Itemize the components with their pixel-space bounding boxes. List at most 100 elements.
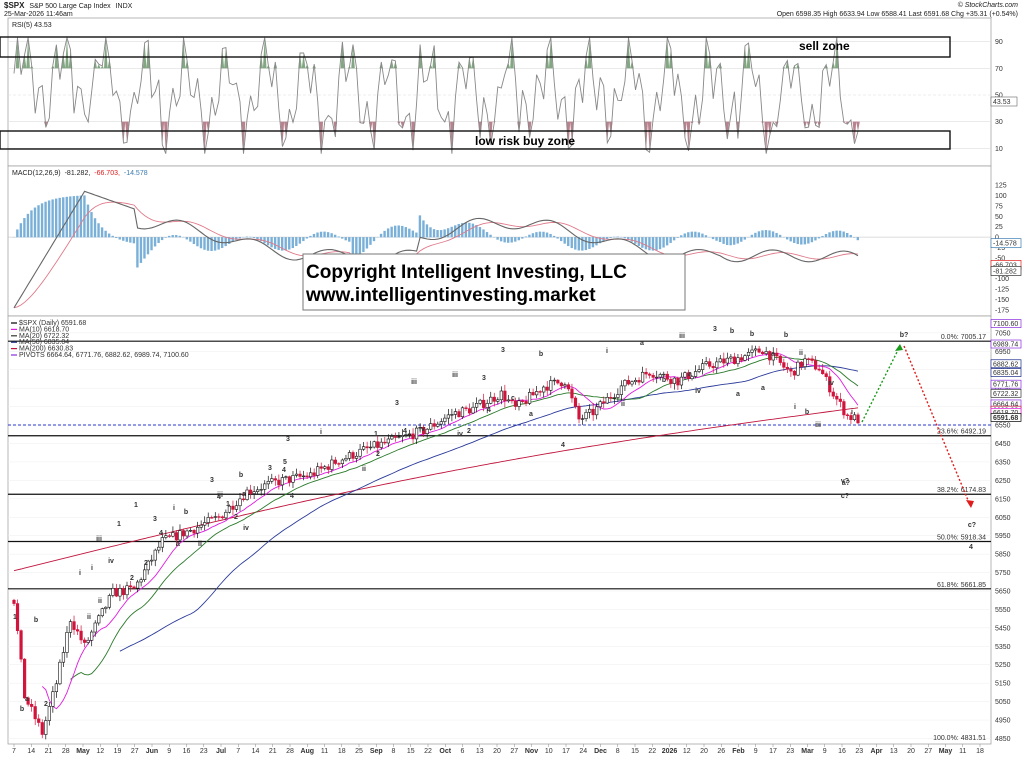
x-axis-label: 28: [286, 748, 294, 755]
wave-label: 3: [268, 465, 272, 472]
macd-histogram-bar: [605, 237, 609, 240]
wave-label: a: [529, 411, 533, 418]
wave-label: 4: [290, 493, 294, 500]
candle: [676, 377, 680, 386]
x-axis-label: 23: [855, 748, 863, 755]
candle: [835, 395, 839, 400]
macd-histogram-bar: [305, 237, 309, 239]
candle: [47, 706, 51, 721]
wave-label: i: [173, 505, 175, 512]
x-axis-label: Apr: [870, 748, 882, 755]
fib-label: 61.8%: 5661.85: [937, 582, 986, 589]
price-value-box: 6771.76: [993, 382, 1018, 389]
macd-histogram-bar: [415, 232, 418, 238]
macd-histogram-bar: [206, 237, 210, 251]
candle: [743, 355, 747, 361]
macd-value-box: -81.282: [993, 268, 1017, 275]
macd-tick: 0: [995, 235, 999, 242]
macd-histogram-bar: [680, 235, 683, 238]
candle: [397, 436, 401, 438]
macd-histogram-bar: [90, 212, 93, 238]
candle: [15, 603, 20, 631]
candle: [658, 374, 662, 378]
price-tick: 5050: [995, 699, 1011, 706]
macd-histogram-bar: [175, 235, 178, 238]
price-tick: 5550: [995, 607, 1011, 614]
wave-label: i: [794, 404, 796, 411]
price-tick: 4950: [995, 718, 1011, 725]
candle: [164, 535, 168, 538]
macd-panel: MACD(12,26,9) -81.282, -66.703, -14.578 …: [7, 165, 1022, 317]
candle: [40, 722, 44, 735]
wave-label: ii: [98, 598, 102, 605]
macd-histogram-bar: [733, 237, 736, 245]
candle: [146, 560, 150, 571]
wave-label: ii: [87, 614, 91, 621]
candle: [33, 706, 37, 720]
x-axis-label: 14: [252, 748, 260, 755]
macd-histogram-bar: [577, 237, 581, 251]
wave-label: a: [640, 340, 644, 347]
macd-histogram-bar: [853, 237, 856, 238]
macd-histogram-bar: [718, 237, 722, 242]
wave-label: 1: [134, 502, 138, 509]
wave-label: 2: [44, 701, 48, 708]
macd-histogram-bar: [291, 237, 294, 249]
macd-histogram-bar: [213, 237, 217, 251]
ma10-line: [41, 352, 859, 710]
macd-histogram-bar: [76, 195, 79, 238]
rsi-panel: RSI(5) 43.53 90 70 50 30 10 sell zone low ri…: [0, 17, 1018, 167]
macd-histogram-bar: [817, 237, 821, 239]
wave-label: ii: [621, 401, 625, 408]
candle: [782, 362, 786, 368]
price-tick: 6350: [995, 459, 1011, 466]
macd-histogram-bar: [19, 223, 23, 238]
macd-histogram-bar: [528, 234, 531, 238]
macd-histogram-bar: [768, 230, 771, 238]
candle: [234, 505, 239, 510]
candle: [545, 386, 549, 391]
wave-label: 4: [561, 442, 565, 449]
macd-histogram-bar: [443, 229, 446, 238]
macd-histogram-bar: [588, 237, 591, 249]
candle: [549, 380, 553, 391]
candle: [65, 632, 69, 653]
macd-histogram-bar: [729, 237, 732, 246]
macd-histogram-bar: [535, 232, 538, 238]
macd-histogram-bar: [369, 237, 372, 245]
macd-histogram-bar: [743, 237, 746, 240]
candle: [386, 438, 390, 444]
candle: [185, 530, 189, 537]
macd-histogram-bar: [757, 231, 761, 238]
macd-histogram-bar: [362, 237, 365, 253]
macd-histogram-bar: [178, 235, 181, 238]
candle: [482, 399, 486, 408]
wave-label: iii: [217, 492, 223, 499]
x-axis-label: 14: [27, 748, 35, 755]
candle: [294, 473, 299, 476]
macd-histogram-bar: [655, 237, 658, 251]
macd-histogram-bar: [478, 227, 482, 238]
wave-label: a: [736, 391, 740, 398]
candle: [362, 446, 366, 450]
wave-label: i: [320, 429, 322, 436]
macd-histogram-bar: [16, 229, 19, 238]
macd-tick: -125: [995, 287, 1009, 294]
candle: [256, 489, 260, 492]
x-axis-label: 25: [355, 748, 363, 755]
macd-tick: 25: [995, 224, 1003, 231]
candle: [188, 530, 193, 532]
candle: [224, 511, 228, 519]
macd-histogram-bar: [288, 237, 291, 250]
macd-histogram-bar: [810, 237, 814, 243]
macd-histogram-bar: [132, 237, 136, 244]
macd-histogram-bar: [40, 203, 44, 238]
macd-histogram-bar: [694, 231, 697, 238]
candle: [852, 414, 857, 421]
macd-histogram-bar: [33, 207, 37, 238]
macd-histogram-bar: [295, 237, 298, 247]
x-axis-label: 12: [96, 748, 104, 755]
x-axis-label: 8: [392, 748, 396, 755]
candle: [588, 408, 592, 413]
macd-histogram-bar: [238, 237, 242, 239]
